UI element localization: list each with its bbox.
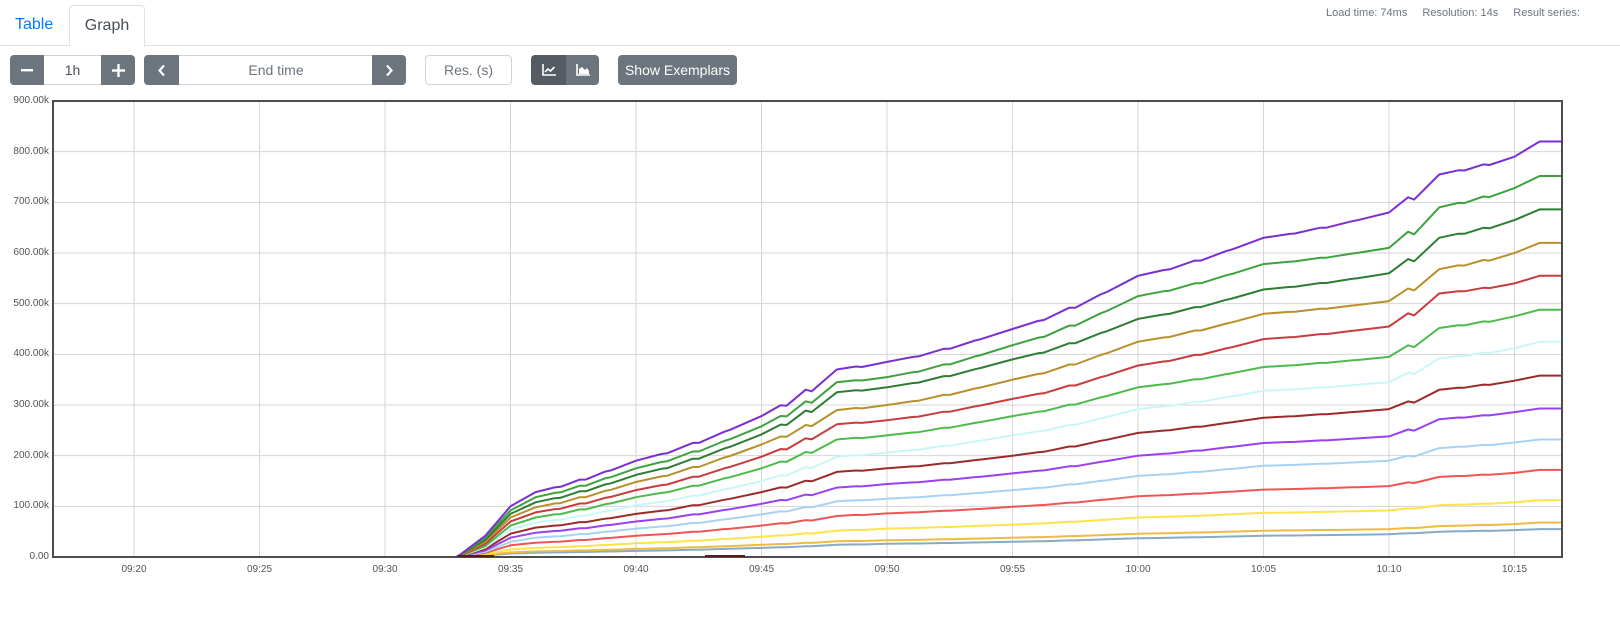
plot-frame [52, 100, 1563, 558]
x-tick-label: 09:45 [748, 564, 775, 575]
range-increase-button[interactable] [101, 55, 135, 85]
y-tick-label: 900.00k [13, 95, 49, 106]
series-line[interactable] [456, 374, 1561, 558]
chevron-left-icon [158, 64, 165, 76]
x-tick-label: 10:15 [1501, 564, 1528, 575]
view-tabs: Table Graph [0, 0, 1620, 47]
series-line[interactable] [456, 438, 1561, 558]
y-tick-label: 400.00k [13, 348, 49, 360]
x-tick-label: 09:50 [874, 564, 900, 575]
chevron-right-icon [385, 64, 393, 76]
x-tick-label: 09:30 [372, 564, 398, 575]
time-series-chart[interactable] [0, 95, 1620, 595]
end-time-input[interactable]: End time [179, 55, 373, 85]
graph-panel: 0.00 100.00k 200.00k 300.00k 400.00k 500.00k 6… [0, 95, 1620, 595]
x-tick-label: 09:25 [246, 564, 273, 575]
line-chart-icon [541, 64, 556, 76]
series-line[interactable] [456, 340, 1561, 558]
series-line[interactable] [455, 241, 1561, 558]
y-tick-label: 0.00 [29, 551, 49, 562]
y-tick-label: 500.00k [13, 297, 49, 309]
x-tick-label: 10:10 [1376, 564, 1402, 575]
plus-icon [111, 63, 125, 77]
y-tick-label: 300.00k [13, 399, 49, 410]
y-tick-label: 600.00k [13, 247, 49, 258]
load-time: Load time: 74ms [1326, 7, 1408, 19]
x-tick-label: 10:00 [1125, 564, 1151, 575]
resolution-stat: Resolution: 14s [1422, 7, 1499, 19]
x-tick-label: 09:40 [623, 564, 649, 575]
exemplar-marker [458, 555, 494, 557]
resolution-input[interactable]: Res. (s) [425, 55, 512, 85]
series-line[interactable] [455, 274, 1561, 558]
series-line[interactable] [456, 308, 1561, 558]
series-line[interactable] [455, 175, 1561, 558]
x-tick-label: 10:05 [1250, 564, 1277, 575]
series-line[interactable] [456, 407, 1561, 558]
series-line[interactable] [455, 208, 1561, 558]
range-input[interactable]: 1h [44, 55, 101, 85]
series-line[interactable] [456, 528, 1561, 558]
exemplar-marker [705, 555, 745, 557]
y-tick-label: 200.00k [13, 449, 49, 461]
y-tick-label: 100.00k [13, 500, 49, 512]
x-tick-label: 09:35 [497, 564, 524, 575]
series-line[interactable] [456, 499, 1561, 558]
tab-table[interactable]: Table [15, 16, 54, 33]
chart-series [455, 140, 1561, 558]
area-chart-icon [575, 64, 590, 76]
minus-icon [21, 69, 33, 72]
show-exemplars-button[interactable]: Show Exemplars [618, 55, 737, 85]
x-tick-label: 09:55 [999, 564, 1026, 575]
end-time-back-button[interactable] [144, 55, 179, 85]
y-tick-label: 700.00k [13, 196, 49, 208]
series-line[interactable] [455, 140, 1561, 558]
tab-graph[interactable]: Graph [69, 5, 145, 47]
range-decrease-button[interactable] [10, 55, 44, 85]
result-series-stat: Result series: [1513, 7, 1580, 19]
unstacked-toggle-button[interactable] [531, 55, 566, 85]
end-time-forward-button[interactable] [372, 55, 406, 85]
series-line[interactable] [456, 521, 1561, 558]
query-stats: Load time: 74ms Resolution: 14s Result s… [1326, 7, 1592, 19]
chart-grid [53, 101, 1562, 557]
stacked-toggle-button[interactable] [566, 55, 599, 85]
series-line[interactable] [456, 468, 1561, 558]
y-tick-label: 800.00k [13, 145, 49, 157]
x-tick-label: 09:20 [121, 564, 147, 575]
